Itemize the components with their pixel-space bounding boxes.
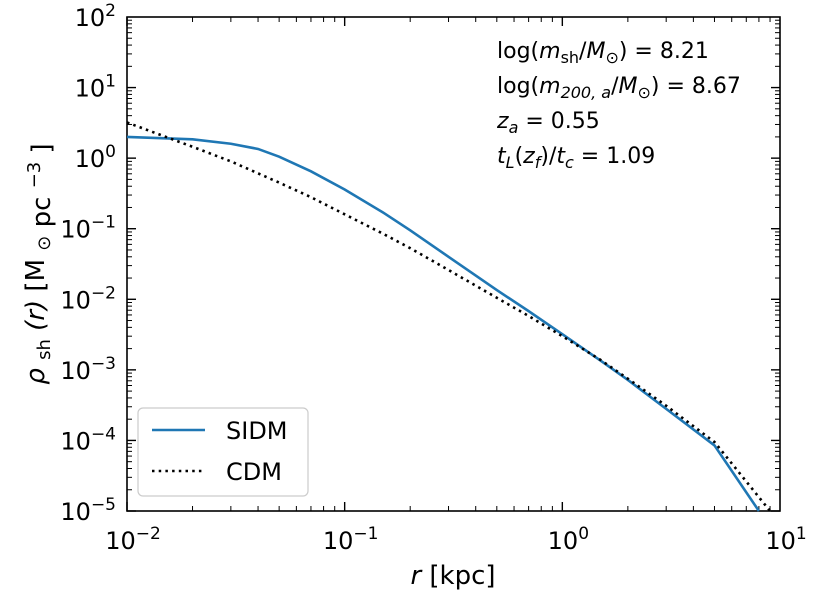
x-tick-label: 100 <box>548 524 589 555</box>
x-axis-label: r [kpc] <box>410 561 495 591</box>
annotation-msh: log(msh/M⊙) = 8.21 <box>497 39 709 67</box>
series-line-sidm <box>126 135 760 512</box>
annotation-m200: log(m200, a/M⊙) = 8.67 <box>497 74 741 102</box>
y-tick-label: 10−4 <box>60 424 116 455</box>
tick-labels: 10−2 10−1 100 101 10−5 10−4 10−3 10−2 10−1 100 101… <box>60 1 806 555</box>
y-tick-label: 10−3 <box>60 354 116 385</box>
y-tick-label: 101 <box>75 72 116 103</box>
annotation-tl: tL(zf)/tc = 1.09 <box>497 144 655 172</box>
annotation-block: log(msh/M⊙) = 8.21 log(m200, a/M⊙) = 8.6… <box>496 39 741 172</box>
x-tick-label: 10−1 <box>323 524 379 555</box>
y-tick-label: 10−1 <box>60 213 116 244</box>
legend-label-cdm: CDM <box>226 458 282 486</box>
y-tick-label: 10−5 <box>60 495 116 526</box>
y-tick-label: 102 <box>75 1 116 32</box>
annotation-za: za = 0.55 <box>496 109 600 137</box>
y-tick-label: 100 <box>75 142 116 173</box>
tick-marks <box>126 17 780 512</box>
x-tick-label: 101 <box>765 524 806 555</box>
legend: SIDM CDM <box>137 407 309 497</box>
y-tick-label: 10−2 <box>60 283 116 314</box>
x-tick-label: 10−2 <box>105 524 161 555</box>
y-axis-label: ρ sh (r) [M ⊙ pc −3 ] <box>17 143 57 384</box>
plot-frame <box>126 16 781 512</box>
legend-label-sidm: SIDM <box>226 417 288 445</box>
